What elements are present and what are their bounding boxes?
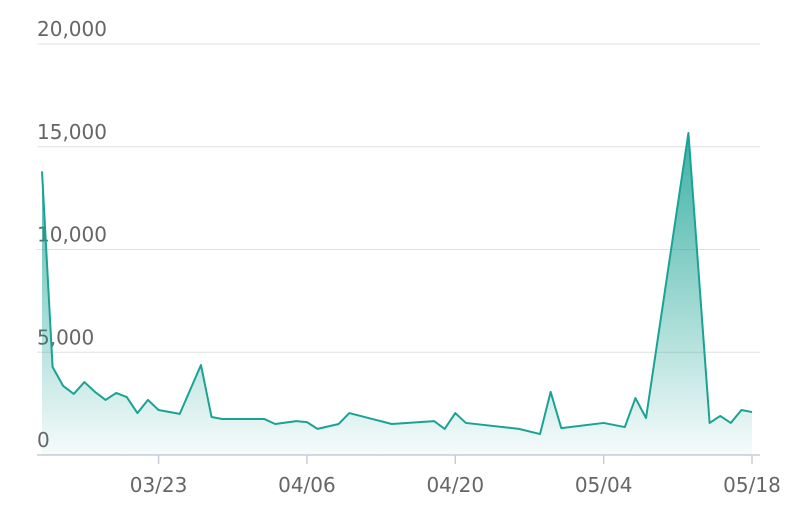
area: [42, 132, 752, 455]
y-tick-label: 15,000: [37, 120, 107, 144]
y-tick-label: 10,000: [37, 223, 107, 247]
x-tick-label: 05/04: [575, 473, 633, 497]
x-tick-label: 04/20: [426, 473, 484, 497]
x-tick-label: 04/06: [278, 473, 336, 497]
x-tick-label: 03/23: [130, 473, 188, 497]
y-tick-label: 20,000: [37, 17, 107, 41]
x-tick-label: 05/18: [723, 473, 781, 497]
line: [41, 131, 753, 436]
